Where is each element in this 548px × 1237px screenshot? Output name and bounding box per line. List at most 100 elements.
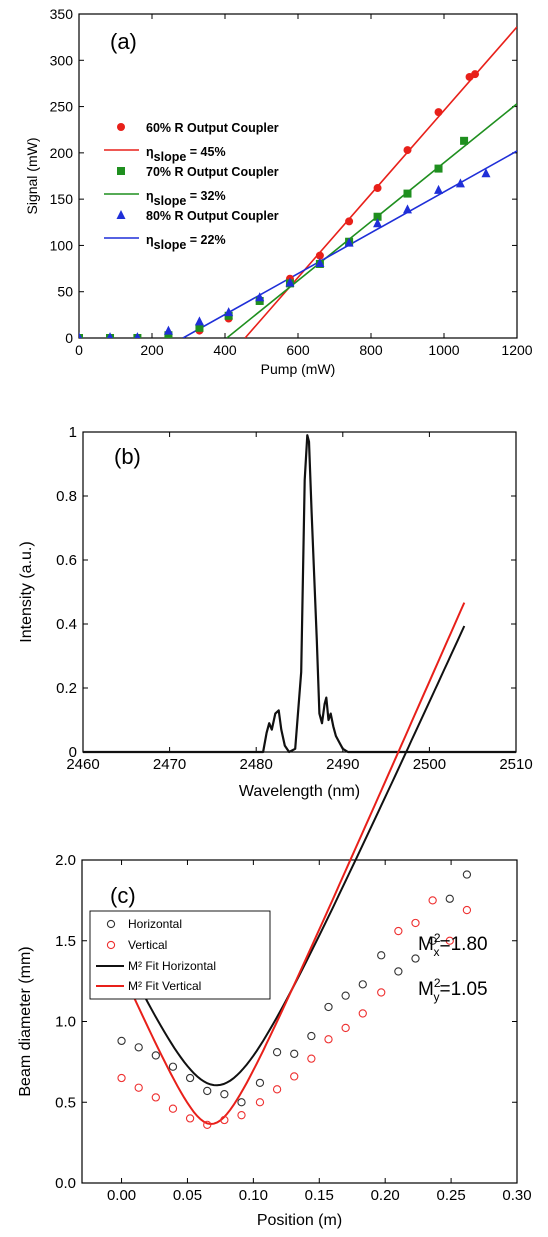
eta-symbol: η	[146, 189, 154, 203]
panel-a-plot-area	[79, 26, 517, 338]
panel-a-series2-point	[79, 334, 83, 338]
panel-b-xlabel: Wavelength (nm)	[239, 783, 360, 800]
panel-c-series2-point	[237, 1111, 246, 1120]
panel-c-panel-label: (c)	[110, 883, 136, 908]
panel-c-axes: 0.00 0.05 0.10 0.15 0.20 0.25 0.30 0.0 0.5 1.0 1.5…	[17, 852, 532, 1229]
panel-b-spectrum-line	[83, 434, 516, 754]
panel-c-m2-annotation: M2 x=1.80	[418, 931, 488, 959]
panel-c-legend-marker	[106, 919, 116, 929]
panel-c-series2-point	[290, 1072, 299, 1081]
panel-a-series3-point	[481, 168, 491, 178]
eta-subscript: slope	[154, 150, 187, 164]
panel-c-series2-point	[358, 1009, 367, 1018]
panel-c-series1-point	[290, 1049, 299, 1058]
panel-c-legend-label: Horizontal	[128, 917, 182, 931]
panel-c-ytick-label: 0.5	[55, 1094, 76, 1111]
panel-c-series2-point	[134, 1083, 143, 1092]
panel-b-xtick-label: 2490	[326, 756, 359, 773]
panel-b-ytick-label: 1	[69, 424, 77, 441]
panel-b-frame	[82, 431, 517, 753]
panel-b-ylabel: Intensity (a.u.)	[18, 541, 35, 642]
panel-a-xtick-label: 600	[286, 342, 310, 358]
panel-c-series1-point	[168, 1062, 178, 1071]
panel-a-series3-point	[255, 292, 265, 302]
panel-a-series2-point	[434, 164, 443, 173]
panel-a-series2-point	[403, 189, 412, 198]
panel-a-ylabel: Signal (mW)	[24, 137, 40, 214]
panel-c-series1-point	[203, 1086, 212, 1096]
panel-a-series1-point	[373, 184, 382, 193]
panel-a-xtick-label: 800	[359, 342, 383, 358]
panel-c-legend-label: Vertical	[128, 938, 167, 952]
panel-a-series1-point	[345, 217, 354, 226]
panel-c-series2-point	[411, 918, 420, 928]
panel-c-ylabel: Beam diameter (mm)	[17, 946, 34, 1096]
m2-base: M	[418, 979, 434, 1000]
panel-a-series1-point	[471, 70, 480, 79]
panel-c-fit-curve-2	[120, 602, 466, 1126]
panel-b-xtick-label: 2460	[66, 756, 99, 773]
panel-a-xtick-label: 400	[213, 342, 237, 358]
panel-c-xtick-label: 0.00	[107, 1187, 136, 1204]
panel-b-xtick-label: 2470	[153, 756, 186, 773]
panel-a-series3-point	[373, 218, 383, 228]
panel-c-series2-point	[462, 905, 472, 915]
panel-b-xtick-label: 2480	[240, 756, 273, 773]
panel-c-series2-point	[341, 1023, 350, 1033]
panel-a-ytick-label: 50	[57, 284, 73, 300]
panel-c-ytick-label: 1.5	[55, 933, 76, 950]
panel-a-legend-label: 80% R Output Coupler	[146, 209, 279, 223]
panel-a-series2-point	[460, 136, 469, 145]
panel-c-legend-label: M² Fit Vertical	[128, 979, 201, 993]
panel-a-ytick-label: 250	[50, 99, 74, 115]
panel-a-panel-label: (a)	[110, 29, 137, 54]
panel-a-series1-point	[315, 251, 324, 260]
panel-a-series1-point	[434, 108, 443, 117]
panel-a-series3-point	[315, 258, 325, 268]
panel-c-series1-point	[358, 980, 367, 989]
panel-a-ytick-label: 350	[50, 6, 74, 22]
panel-a-ytick-label: 0	[65, 330, 73, 346]
panel-a-fit-line-2	[226, 103, 517, 338]
panel-b-xtick-label: 2500	[413, 756, 446, 773]
panel-c-series1-point	[151, 1051, 160, 1060]
panel-c-series2-point	[117, 1073, 126, 1083]
panel-c-series2-point	[377, 988, 386, 997]
panel-a-series3-point	[224, 307, 234, 317]
panel-c-series1-point	[307, 1031, 316, 1041]
panel-a-series3-point	[344, 237, 354, 247]
panel-a-legend-marker	[117, 167, 125, 175]
panel-a-ytick-label: 300	[50, 52, 74, 68]
panel-c-series2-point	[272, 1085, 282, 1094]
panel-c-series2-point	[185, 1114, 195, 1123]
panel-a-legend-label: 60% R Output Coupler	[146, 121, 279, 135]
panel-c-ytick-label: 2.0	[55, 852, 76, 869]
panel-c-series1-point	[445, 894, 454, 903]
m2-base: M	[418, 934, 434, 955]
panel-a-series2-point	[164, 331, 173, 338]
panel-c-ytick-label: 0.0	[55, 1175, 76, 1192]
panel-c-frame	[81, 859, 518, 1184]
panel-b-ytick-label: 0	[69, 744, 77, 761]
panel-c-xtick-label: 0.20	[371, 1187, 400, 1204]
panel-c-xtick-label: 0.10	[239, 1187, 268, 1204]
panel-a-series3-point	[134, 332, 141, 338]
panel-c-series1-point	[341, 991, 350, 1000]
eta-symbol: η	[146, 233, 154, 247]
panel-c-xtick-label: 0.30	[502, 1187, 531, 1204]
panel-b-ytick-label: 0.2	[56, 680, 77, 697]
panel-c-series2-point	[394, 926, 403, 936]
panel-b-xtick-label: 2510	[499, 756, 532, 773]
panel-a-xtick-label: 1200	[501, 342, 532, 358]
panel-c-series1-point	[185, 1073, 195, 1083]
panel-b-ytick-label: 0.8	[56, 488, 77, 505]
panel-c-series1-point	[237, 1098, 246, 1107]
slope-value: = 32%	[186, 189, 225, 203]
panel-c-series1-point	[411, 954, 420, 963]
panel-c-legend-label: M² Fit Horizontal	[128, 959, 216, 973]
panel-a-xlabel: Pump (mW)	[261, 361, 336, 377]
panel-c-series1-point	[117, 1036, 126, 1046]
panel-a-xtick-label: 0	[75, 342, 83, 358]
